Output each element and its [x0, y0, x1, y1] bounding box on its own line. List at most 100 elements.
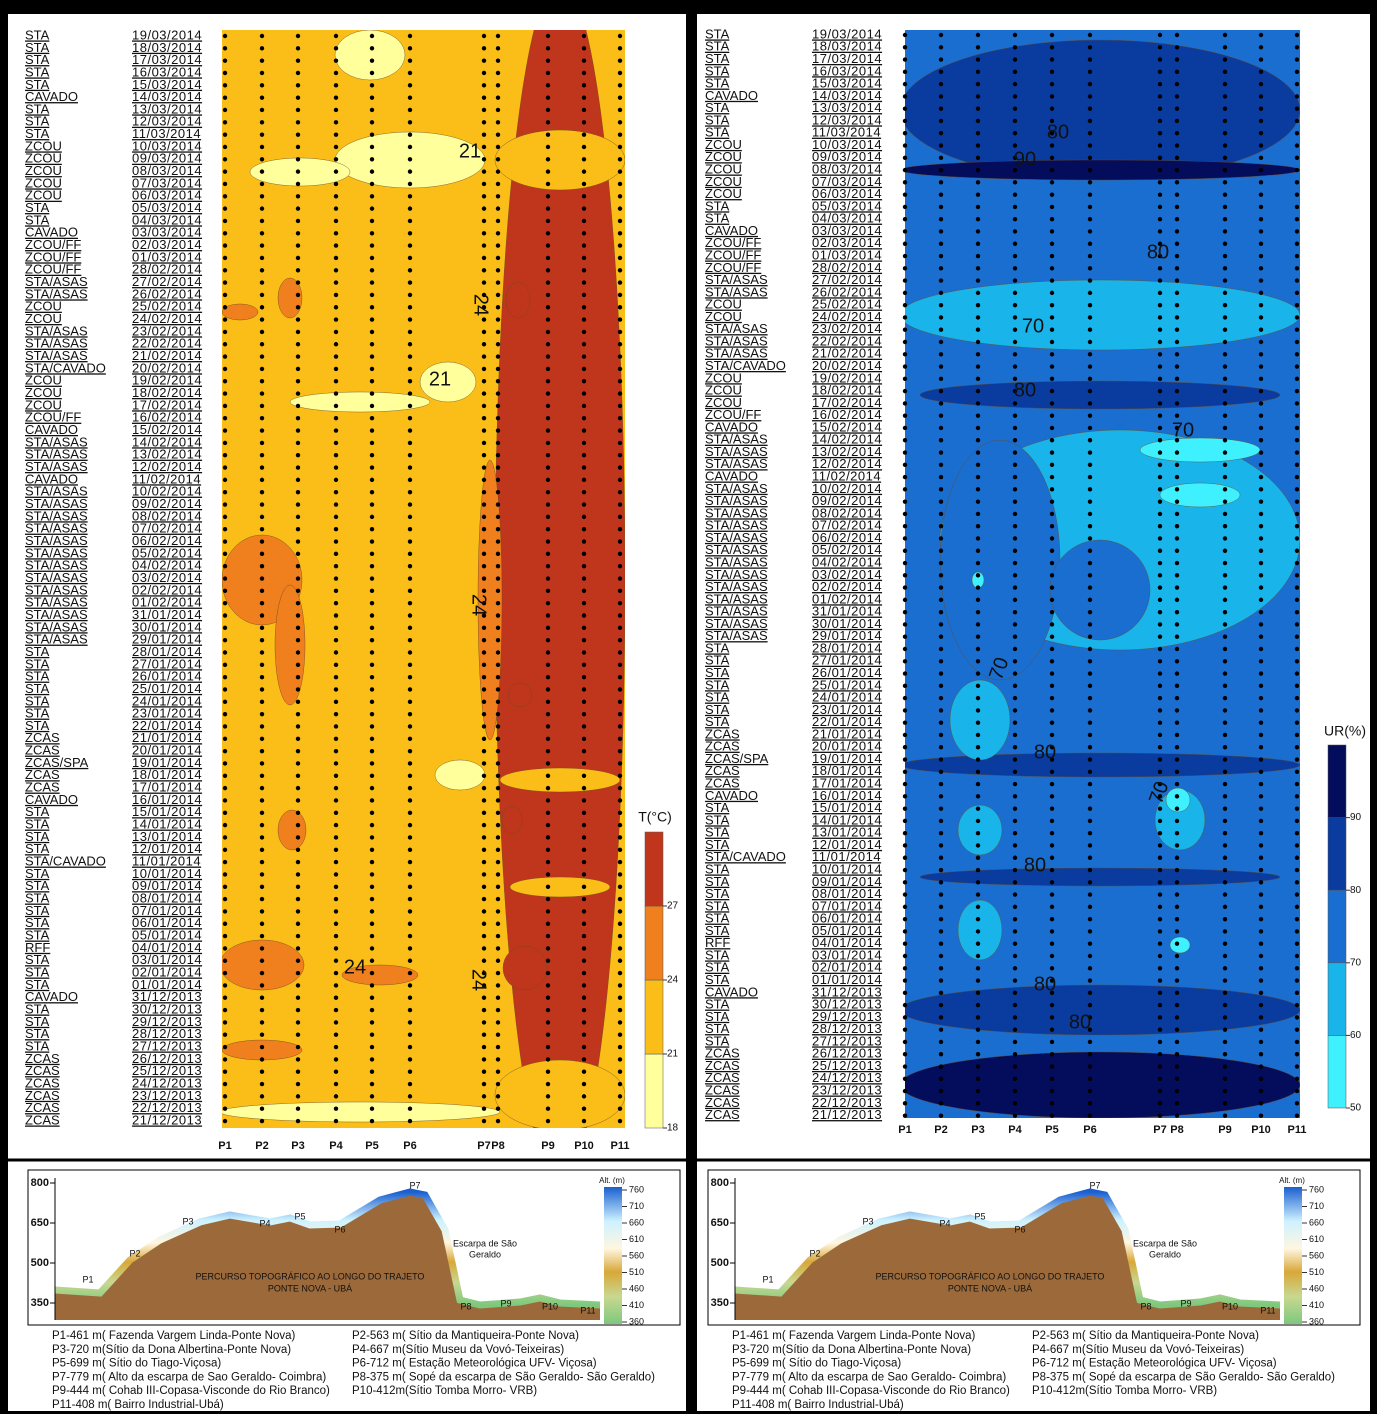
- obs-point: [939, 622, 943, 626]
- obs-point: [370, 626, 374, 630]
- obs-point: [260, 798, 264, 802]
- obs-point: [1175, 328, 1179, 332]
- obs-point: [482, 1008, 486, 1012]
- obs-point: [1158, 450, 1162, 454]
- obs-point: [1223, 659, 1227, 663]
- obs-point: [296, 1082, 300, 1086]
- obs-point: [939, 45, 943, 49]
- station-legend: P3-720 m(Sítio da Dona Albertina-Ponte N…: [732, 1344, 971, 1356]
- obs-point: [334, 675, 338, 679]
- obs-point: [482, 1094, 486, 1098]
- obs-point: [334, 95, 338, 99]
- station-label: P7: [477, 1140, 490, 1152]
- obs-point: [546, 367, 550, 371]
- obs-point: [370, 909, 374, 913]
- obs-point: [1013, 254, 1017, 258]
- obs-point: [1295, 205, 1299, 209]
- obs-point: [370, 687, 374, 691]
- obs-point: [1223, 291, 1227, 295]
- contour-label: 24: [468, 594, 490, 616]
- obs-point: [903, 192, 907, 196]
- obs-point: [1223, 978, 1227, 982]
- obs-point: [496, 206, 500, 210]
- obs-point: [496, 811, 500, 815]
- obs-point: [1158, 757, 1162, 761]
- obs-point: [976, 1089, 980, 1093]
- obs-point: [939, 364, 943, 368]
- obs-point: [546, 996, 550, 1000]
- obs-point: [618, 1008, 622, 1012]
- obs-point: [1013, 917, 1017, 921]
- obs-point: [496, 58, 500, 62]
- obs-point: [1223, 315, 1227, 319]
- obs-point: [296, 342, 300, 346]
- obs-point: [618, 675, 622, 679]
- obs-point: [223, 601, 227, 605]
- obs-point: [1295, 622, 1299, 626]
- obs-point: [370, 182, 374, 186]
- obs-point: [482, 552, 486, 556]
- obs-point: [1088, 1077, 1092, 1081]
- obs-point: [408, 564, 412, 568]
- obs-point: [260, 872, 264, 876]
- obs-point: [1013, 966, 1017, 970]
- obs-point: [223, 83, 227, 87]
- alt-label: 560: [1309, 1250, 1324, 1260]
- obs-point: [903, 131, 907, 135]
- obs-point: [1223, 733, 1227, 737]
- alt-label: 560: [629, 1250, 644, 1260]
- obs-point: [1013, 954, 1017, 958]
- obs-point: [582, 798, 586, 802]
- obs-point: [296, 404, 300, 408]
- obs-point: [1088, 82, 1092, 86]
- obs-point: [939, 929, 943, 933]
- obs-point: [903, 696, 907, 700]
- station-legend: P2-563 m( Sítio da Mantiqueira-Ponte Nov…: [352, 1330, 579, 1342]
- obs-point: [482, 1107, 486, 1111]
- obs-point: [546, 885, 550, 889]
- obs-point: [1175, 512, 1179, 516]
- obs-point: [1088, 328, 1092, 332]
- obs-point: [903, 622, 907, 626]
- obs-point: [1088, 192, 1092, 196]
- obs-point: [496, 922, 500, 926]
- obs-point: [582, 379, 586, 383]
- obs-point: [618, 391, 622, 395]
- obs-point: [334, 774, 338, 778]
- obs-point: [1223, 770, 1227, 774]
- obs-point: [976, 819, 980, 823]
- obs-point: [618, 428, 622, 432]
- obs-point: [1223, 549, 1227, 553]
- obs-point: [618, 774, 622, 778]
- obs-point: [582, 663, 586, 667]
- obs-point: [334, 786, 338, 790]
- station-legend: P7-779 m( Alto da escarpa de Sao Geraldo…: [52, 1371, 326, 1383]
- obs-point: [1088, 217, 1092, 221]
- obs-point: [408, 317, 412, 321]
- obs-point: [1259, 954, 1263, 958]
- obs-point: [370, 58, 374, 62]
- obs-point: [582, 811, 586, 815]
- obs-point: [582, 441, 586, 445]
- profile-tick-label: 350: [31, 1297, 49, 1309]
- obs-point: [1223, 328, 1227, 332]
- obs-point: [223, 428, 227, 432]
- obs-point: [1259, 266, 1263, 270]
- obs-point: [582, 700, 586, 704]
- obs-point: [1295, 426, 1299, 430]
- obs-point: [939, 192, 943, 196]
- obs-point: [482, 761, 486, 765]
- obs-point: [1223, 217, 1227, 221]
- obs-point: [1158, 1052, 1162, 1056]
- obs-point: [939, 57, 943, 61]
- obs-point: [1295, 389, 1299, 393]
- obs-point: [1050, 377, 1054, 381]
- obs-point: [618, 971, 622, 975]
- obs-point: [903, 536, 907, 540]
- obs-point: [1088, 647, 1092, 651]
- obs-point: [260, 391, 264, 395]
- profile-station: P3: [182, 1216, 193, 1226]
- obs-point: [1295, 954, 1299, 958]
- contour-region: [495, 130, 625, 190]
- obs-point: [903, 438, 907, 442]
